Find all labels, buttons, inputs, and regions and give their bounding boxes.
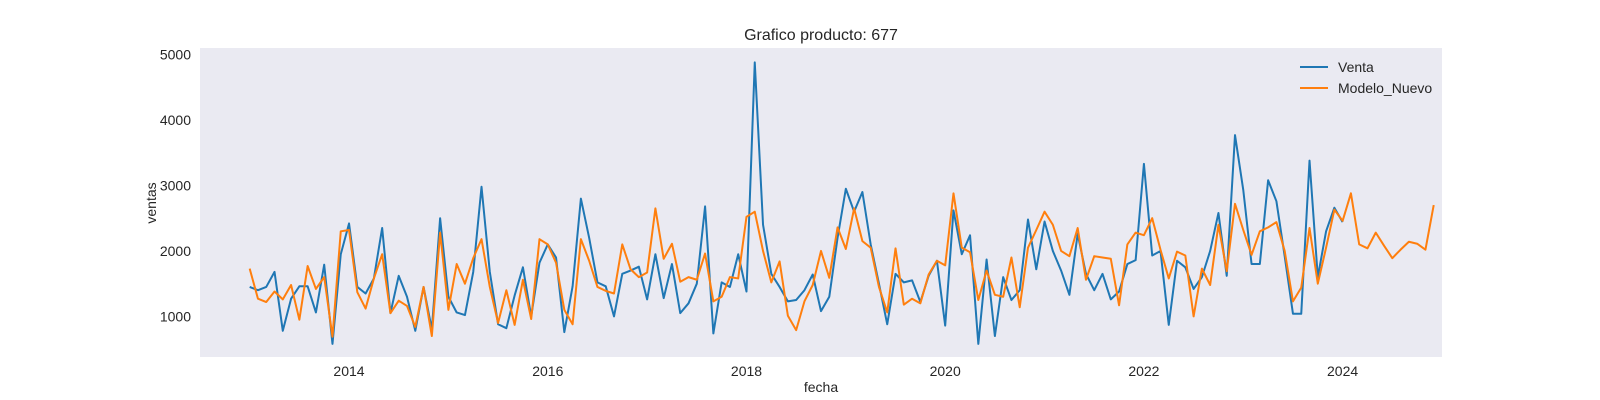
y-axis-ticks: 1000 2000 3000 4000 5000 xyxy=(160,47,191,325)
x-tick-label: 2016 xyxy=(532,363,563,379)
x-tick-label: 2018 xyxy=(731,363,762,379)
y-tick-label: 1000 xyxy=(160,308,191,324)
legend: Venta Modelo_Nuevo xyxy=(1300,59,1432,96)
x-tick-label: 2020 xyxy=(930,363,961,379)
x-tick-label: 2022 xyxy=(1128,363,1159,379)
y-axis-label: ventas xyxy=(143,182,159,223)
series-line-1 xyxy=(248,192,1435,338)
legend-label: Venta xyxy=(1338,59,1374,75)
x-tick-label: 2014 xyxy=(333,363,364,379)
y-tick-label: 5000 xyxy=(160,47,191,63)
y-tick-label: 2000 xyxy=(160,243,191,259)
series-layer xyxy=(248,61,1435,345)
chart-title: Grafico producto: 677 xyxy=(744,27,898,44)
y-tick-label: 4000 xyxy=(160,112,191,128)
x-axis-ticks: 2014 2016 2018 2020 2022 2024 xyxy=(333,363,1358,379)
legend-label: Modelo_Nuevo xyxy=(1338,80,1432,96)
y-tick-label: 3000 xyxy=(160,178,191,194)
x-tick-label: 2024 xyxy=(1327,363,1358,379)
x-axis-label: fecha xyxy=(804,379,838,395)
